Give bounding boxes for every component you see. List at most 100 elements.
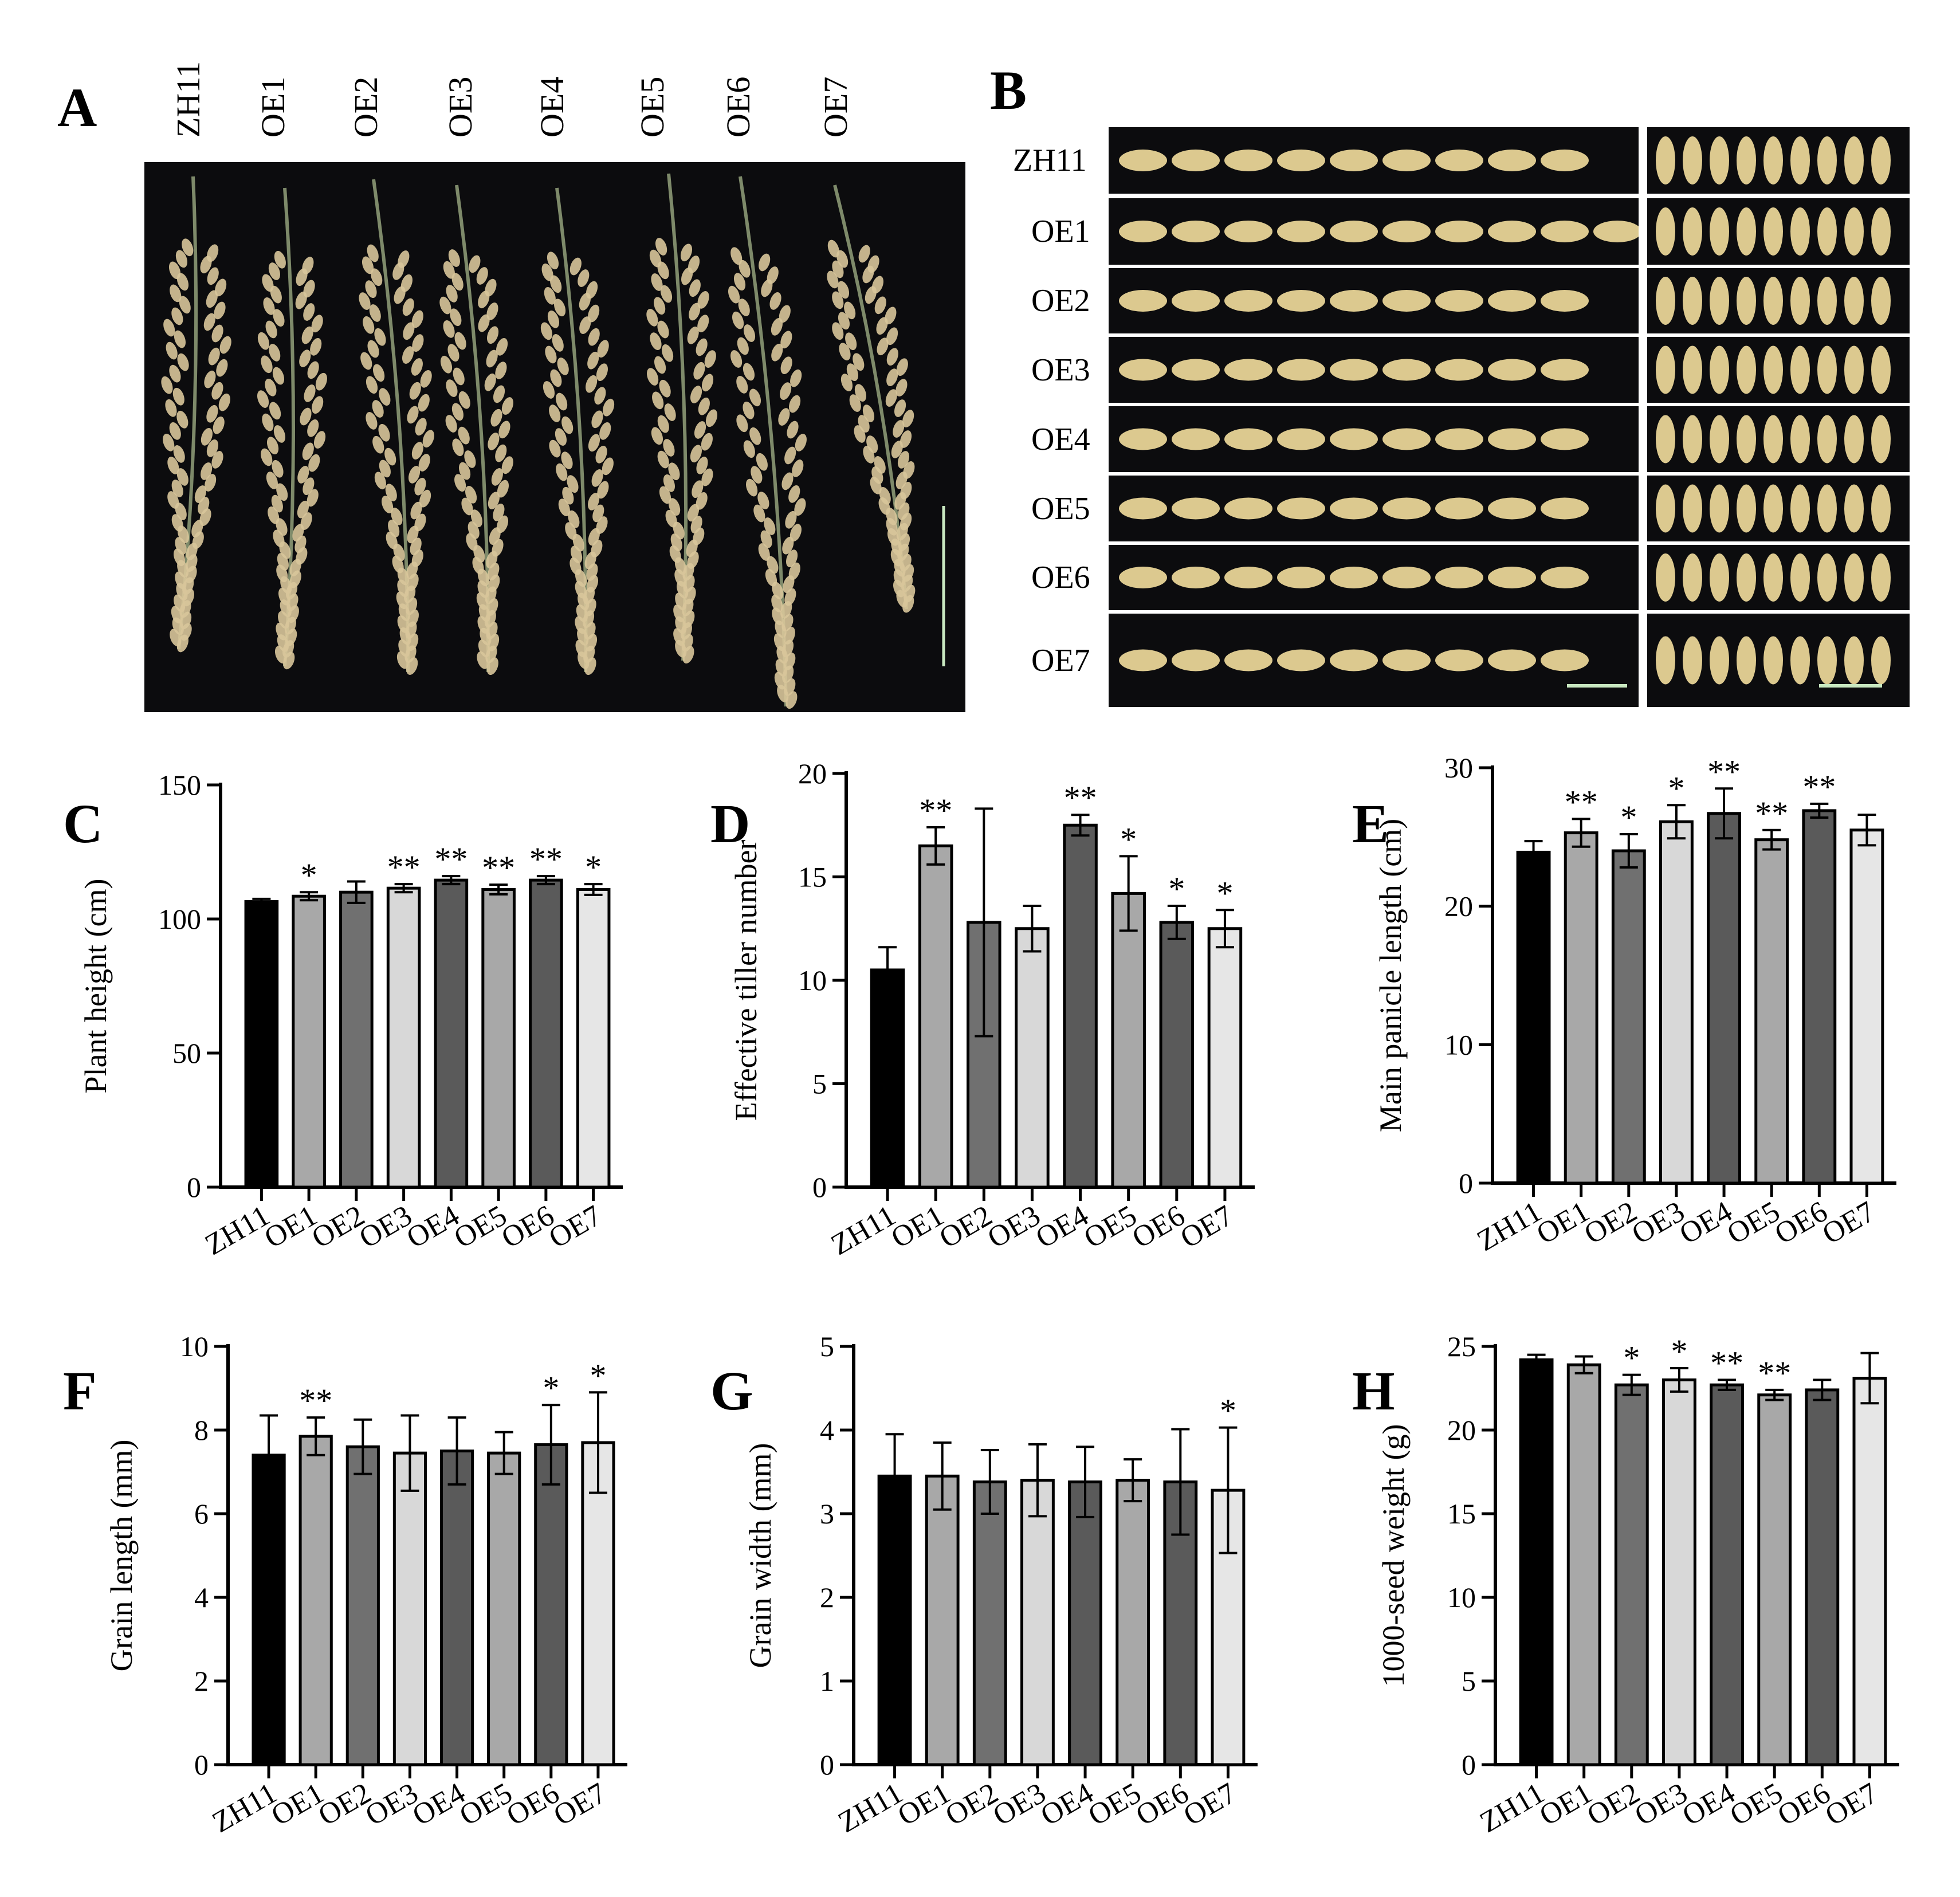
significance-mark: * xyxy=(1620,799,1637,836)
bar-oe5 xyxy=(1111,891,1146,1189)
panicle xyxy=(161,176,231,653)
significance-mark: ** xyxy=(1565,783,1598,820)
panel-b-label: OE5 xyxy=(1031,490,1090,527)
bar-oe1 xyxy=(298,1435,333,1766)
grain-row-widthwise xyxy=(1647,337,1910,403)
bar-oe4 xyxy=(1063,823,1098,1189)
y-tick-label: 2 xyxy=(820,1581,834,1613)
y-tick-label: 4 xyxy=(820,1414,834,1446)
y-tick-label: 5 xyxy=(820,1330,834,1362)
bar-zh11 xyxy=(877,1474,912,1766)
y-tick-label: 4 xyxy=(194,1581,209,1613)
bar-oe5 xyxy=(1754,838,1789,1185)
y-axis-label: Effective tiller number xyxy=(729,840,763,1121)
bar-oe3 xyxy=(1659,820,1694,1185)
significance-mark: ** xyxy=(1064,779,1097,816)
significance-mark: ** xyxy=(529,841,563,878)
grain-row-lengthwise xyxy=(1109,614,1639,707)
y-tick-label: 0 xyxy=(1462,1749,1476,1781)
y-tick-label: 20 xyxy=(1447,1414,1476,1446)
significance-mark: * xyxy=(1668,769,1684,807)
y-tick-label: 10 xyxy=(1444,1028,1473,1061)
grain-row-widthwise xyxy=(1647,268,1910,333)
significance-mark: ** xyxy=(919,792,952,829)
grain-length-photo xyxy=(1109,127,1639,707)
bar-oe6 xyxy=(1159,921,1195,1189)
y-tick-label: 20 xyxy=(1444,890,1473,922)
panicle-illustration xyxy=(161,173,945,709)
y-tick-label: 0 xyxy=(194,1749,209,1781)
panicle xyxy=(646,173,718,664)
grain-row-widthwise xyxy=(1647,476,1910,541)
bar-oe3 xyxy=(392,1451,427,1766)
panel-letter: D xyxy=(710,793,750,854)
bar-oe3 xyxy=(1662,1378,1696,1766)
grain-row-lengthwise xyxy=(1109,406,1639,472)
y-tick-label: 1 xyxy=(820,1665,834,1697)
panel-b-label: ZH11 xyxy=(1013,143,1087,178)
bar-oe6 xyxy=(1805,1388,1840,1766)
bar-oe3 xyxy=(1015,927,1050,1189)
significance-mark: * xyxy=(1168,870,1185,908)
bar-oe1 xyxy=(918,844,953,1189)
bar-oe7 xyxy=(1207,927,1243,1189)
y-tick-label: 10 xyxy=(1447,1581,1476,1613)
bar-oe3 xyxy=(1020,1479,1055,1766)
panicle xyxy=(540,187,615,675)
grain-width-photo xyxy=(1647,127,1910,707)
bar-oe4 xyxy=(1068,1480,1102,1766)
x-tick-label: OE7 xyxy=(548,1777,612,1832)
panel-letter: G xyxy=(710,1360,753,1421)
bar-oe6 xyxy=(1802,809,1837,1185)
significance-mark: * xyxy=(1623,1340,1640,1377)
y-tick-label: 6 xyxy=(194,1498,209,1530)
significance-mark: ** xyxy=(299,1382,332,1419)
grain-row-widthwise xyxy=(1647,545,1910,610)
panel-letter: E xyxy=(1352,793,1389,854)
x-tick-label: OE7 xyxy=(1178,1777,1242,1832)
y-axis-label: Plant height (cm) xyxy=(78,879,113,1094)
grain-row-lengthwise xyxy=(1109,198,1639,265)
bar-oe4 xyxy=(434,878,469,1189)
bar-oe5 xyxy=(1757,1393,1792,1766)
y-tick-label: 50 xyxy=(172,1037,201,1069)
grain-row-lengthwise xyxy=(1109,545,1639,610)
bar-oe5 xyxy=(481,888,516,1189)
significance-mark: ** xyxy=(434,841,468,878)
y-tick-label: 0 xyxy=(812,1171,827,1203)
y-axis-label: 1000-seed weight (g) xyxy=(1376,1424,1411,1687)
bar-oe7 xyxy=(576,888,611,1189)
y-tick-label: 8 xyxy=(194,1414,209,1446)
y-axis-label: Grain length (mm) xyxy=(104,1440,139,1672)
bar-oe6 xyxy=(529,878,563,1189)
grain-row-lengthwise xyxy=(1109,337,1639,403)
significance-mark: * xyxy=(543,1369,559,1407)
bar-oe2 xyxy=(1611,849,1646,1185)
y-tick-label: 0 xyxy=(820,1749,834,1781)
panel-b-label: OE2 xyxy=(1031,283,1090,319)
x-tick-label: OE7 xyxy=(544,1199,607,1255)
grain-row-lengthwise xyxy=(1109,476,1639,541)
bar-oe1 xyxy=(925,1474,960,1766)
significance-mark: * xyxy=(585,849,602,886)
bar-oe7 xyxy=(1211,1488,1246,1766)
bar-oe7 xyxy=(1849,828,1884,1185)
significance-mark: * xyxy=(301,857,317,894)
y-tick-label: 100 xyxy=(158,903,201,935)
panicle xyxy=(359,179,434,675)
panel-letter: C xyxy=(63,793,103,854)
bar-zh11 xyxy=(1519,1358,1554,1766)
y-tick-label: 25 xyxy=(1447,1330,1476,1362)
y-tick-label: 5 xyxy=(1462,1665,1476,1697)
bar-zh11 xyxy=(1516,850,1551,1185)
bar-zh11 xyxy=(870,968,905,1189)
significance-mark: * xyxy=(1671,1333,1687,1370)
bar-oe2 xyxy=(972,1480,1007,1766)
grain-row-widthwise xyxy=(1647,198,1910,265)
bar-oe4 xyxy=(1710,1383,1744,1766)
y-tick-label: 3 xyxy=(820,1498,834,1530)
